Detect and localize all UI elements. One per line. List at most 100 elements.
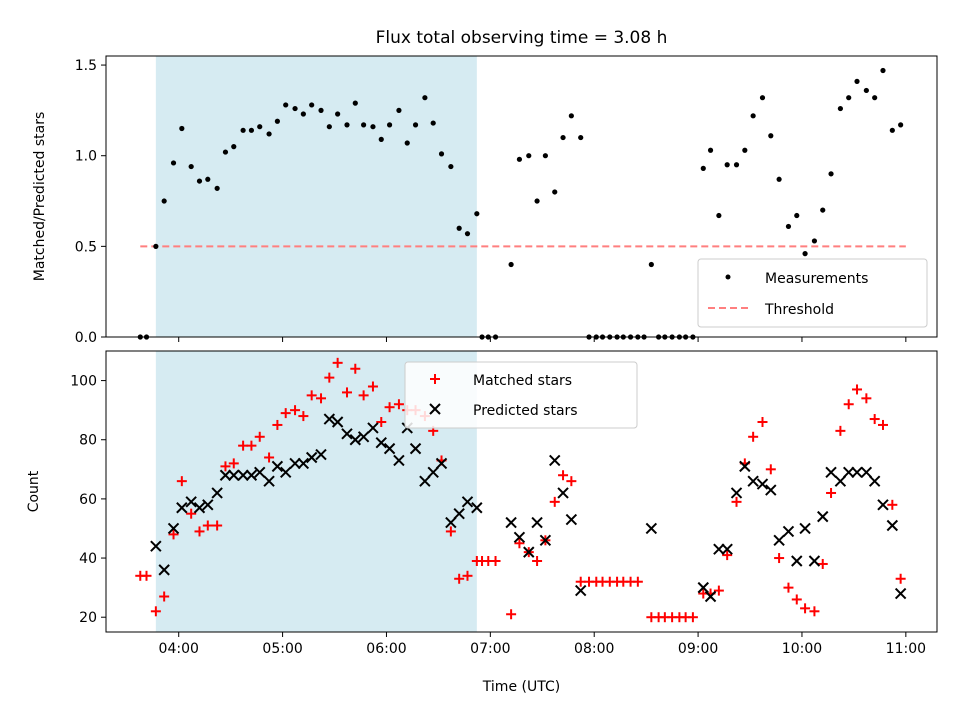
predicted-star-point <box>523 546 535 558</box>
matched-star-point <box>141 570 152 581</box>
matched-star-point <box>713 585 724 596</box>
top-y-axis-label: Matched/Predicted stars <box>32 112 48 282</box>
measurement-point <box>438 151 445 157</box>
top-legend-box <box>697 258 928 328</box>
matched-star-point <box>280 408 291 419</box>
measurement-point <box>179 125 185 132</box>
measurement-point <box>378 136 384 142</box>
measurement-point <box>309 102 315 108</box>
measurement-point <box>578 134 584 141</box>
matched-star-point <box>817 558 828 569</box>
measurement-point <box>648 261 654 268</box>
predicted-star-point <box>773 534 785 547</box>
measurement-point <box>370 124 376 130</box>
legend-measurements-marker <box>725 274 731 280</box>
matched-star-point <box>783 582 794 593</box>
predicted-star-point <box>341 428 353 440</box>
measurement-point <box>534 198 540 204</box>
predicted-star-point <box>531 516 543 529</box>
measurement-point <box>283 102 289 108</box>
predicted-star-point <box>185 496 197 508</box>
predicted-star-point <box>575 584 587 597</box>
predicted-star-point <box>461 496 474 508</box>
matched-star-point <box>212 520 223 531</box>
measurement-point <box>794 212 800 219</box>
predicted-star-point <box>228 469 240 481</box>
matched-star-point <box>757 416 768 427</box>
predicted-star-point <box>427 466 439 478</box>
predicted-star-point <box>877 499 889 511</box>
measurement-point <box>733 162 740 168</box>
predicted-star-point <box>721 543 733 555</box>
matched-star-point <box>228 458 239 469</box>
predicted-star-point <box>193 502 206 514</box>
predicted-star-point <box>323 413 336 425</box>
matched-star-point <box>765 464 776 475</box>
matched-star-point <box>186 508 197 519</box>
predicted-star-point <box>868 475 881 487</box>
matched-star-point <box>384 402 395 413</box>
chart-title: Flux total observing time = 3.08 h <box>376 28 668 48</box>
matched-star-point <box>194 526 205 537</box>
x-tick-label: 05:00 <box>262 641 302 657</box>
predicted-star-point <box>505 516 517 529</box>
matched-star-point <box>687 612 698 623</box>
measurement-point <box>863 87 869 94</box>
predicted-star-point <box>557 487 569 499</box>
measurement-point <box>820 207 826 213</box>
bottom-legend-box <box>404 361 638 429</box>
measurement-point <box>412 122 419 128</box>
predicted-star-point <box>513 531 526 544</box>
predicted-star-point <box>419 475 431 487</box>
measurement-point <box>222 149 229 155</box>
measurement-point <box>153 243 159 249</box>
predicted-star-point <box>886 519 899 532</box>
predicted-star-point <box>176 502 188 514</box>
measurement-point <box>785 223 792 230</box>
legend-matched-marker <box>430 374 440 384</box>
predicted-star-point <box>782 525 795 538</box>
matched-star-point <box>298 411 309 422</box>
matched-star-point <box>549 496 560 507</box>
predicted-star-point <box>756 478 769 490</box>
measurement-point <box>344 122 350 128</box>
matched-star-point <box>367 381 378 392</box>
measurement-point <box>568 113 574 119</box>
measurement-point <box>898 122 904 128</box>
measurement-point <box>802 251 808 257</box>
predicted-star-point <box>842 466 855 478</box>
matched-star-point <box>202 520 213 531</box>
predicted-star-point <box>730 487 743 499</box>
measurement-point <box>266 131 272 137</box>
measurement-point <box>508 261 514 268</box>
measurement-point <box>248 127 255 133</box>
predicted-star-point <box>375 436 387 449</box>
matched-star-point <box>316 393 327 404</box>
bottom-panel: 20 40 60 80 100 04:00 05:00 06:00 07:00 08:00 09:… <box>26 350 938 695</box>
matched-star-point <box>150 606 161 617</box>
measurement-point <box>231 144 237 150</box>
matched-star-point <box>324 372 335 383</box>
predicted-star-point <box>435 457 448 470</box>
matched-star-point <box>264 452 275 463</box>
bottom-y-axis-label: Count <box>26 470 42 512</box>
matched-star-point <box>393 399 404 410</box>
observing-window-shade-top <box>155 56 477 337</box>
matched-star-point <box>869 414 880 425</box>
predicted-star-point <box>158 564 170 576</box>
predicted-star-point <box>825 466 837 478</box>
matched-star-point <box>558 470 569 481</box>
measurement-point <box>257 124 263 130</box>
matched-star-point <box>843 399 854 410</box>
x-tick-label: 11:00 <box>886 641 926 657</box>
top-x-ticks <box>178 337 907 342</box>
legend-threshold-label: Threshold <box>764 302 834 318</box>
measurement-point <box>560 134 566 141</box>
measurement-point <box>430 120 436 126</box>
predicted-star-point <box>331 416 344 428</box>
matched-star-point <box>791 594 802 605</box>
measurement-point <box>854 78 860 84</box>
predicted-star-point <box>834 475 847 487</box>
predicted-star-point <box>808 555 821 567</box>
